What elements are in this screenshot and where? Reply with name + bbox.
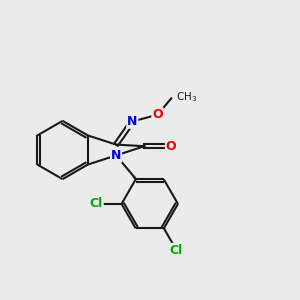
Text: O: O — [166, 140, 176, 153]
Text: Cl: Cl — [170, 244, 183, 257]
Text: O: O — [152, 108, 163, 121]
Text: N: N — [127, 115, 137, 128]
Text: N: N — [111, 149, 121, 162]
Text: CH$_3$: CH$_3$ — [176, 90, 197, 104]
Text: Cl: Cl — [90, 197, 103, 210]
